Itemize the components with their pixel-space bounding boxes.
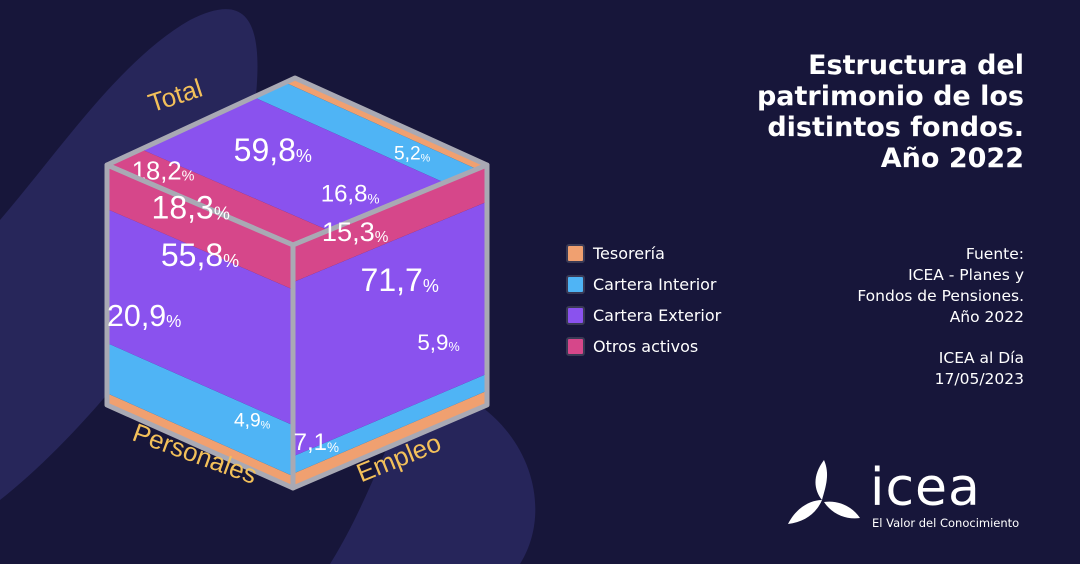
logo-wordmark: icea [870, 458, 981, 518]
icea-logo-icon [788, 460, 860, 524]
segment-otros-activos [293, 165, 487, 283]
legend-swatch [566, 337, 585, 356]
legend-item-cartera-interior: Cartera Interior [566, 269, 721, 300]
legend-label: Cartera Interior [593, 275, 717, 294]
legend-label: Cartera Exterior [593, 306, 722, 325]
legend-label: Tesorería [593, 244, 665, 263]
segment-cartera-interior [293, 373, 487, 474]
chart-title: Estructura del patrimonio de los distint… [684, 50, 1024, 174]
segment-tesorería [293, 390, 487, 488]
source-note: Fuente: ICEA - Planes y Fondos de Pensio… [724, 244, 1024, 390]
segment-cartera-exterior [293, 201, 487, 457]
legend-swatch [566, 275, 585, 294]
legend-swatch [566, 306, 585, 325]
segment-cartera-exterior [107, 209, 293, 426]
title-line: patrimonio de los [756, 81, 1024, 112]
source-line: Fuente: [965, 245, 1024, 263]
face-empleo: 5,9% 7,1% 71,7% 15,3% [290, 162, 490, 491]
cube-chart: 5,2%16,8%59,8%18,2%4,9%20,9%55,8%18,3%5,… [0, 9, 536, 564]
legend: Tesorería Cartera Interior Cartera Exter… [566, 238, 721, 362]
segment-cartera-interior [107, 343, 293, 477]
legend-swatch [566, 244, 585, 263]
title-line: distintos fondos. [767, 112, 1024, 143]
title-line: Año 2022 [880, 143, 1024, 174]
source-line: Fondos de Pensiones. [857, 287, 1024, 305]
face-empleo-edge [290, 162, 490, 491]
logo-tagline: El Valor del Conocimiento [872, 516, 1020, 530]
segment-tesorería [285, 78, 487, 170]
data-label: 55,8% [161, 238, 239, 274]
icea-logo: icea El Valor del Conocimiento [784, 456, 1034, 536]
face-personales: 4,9% 20,9% 55,8% 18,3% [104, 162, 296, 491]
data-label: 4,9% [234, 410, 271, 431]
data-label: 20,9% [107, 299, 181, 333]
legend-item-cartera-exterior: Cartera Exterior [566, 300, 721, 331]
legend-label: Otros activos [593, 337, 699, 356]
source-line: Año 2022 [949, 308, 1024, 326]
data-label: 16,8% [321, 181, 380, 208]
legend-item-tesoreria: Tesorería [566, 238, 721, 269]
segment-cartera-exterior [141, 97, 445, 231]
data-label: 5,9% [417, 330, 459, 355]
publication-line: 17/05/2023 [934, 370, 1024, 388]
segment-otros-activos [107, 149, 329, 245]
title-line: Estructura del [808, 50, 1024, 81]
face-total: 5,2%16,8%59,8%18,2% [104, 75, 490, 248]
segment-otros-activos [107, 165, 293, 290]
data-label: 7,1% [294, 429, 339, 456]
segment-cartera-interior [253, 82, 477, 183]
legend-item-otros-activos: Otros activos [566, 331, 721, 362]
data-label: 18,3% [152, 190, 230, 226]
data-label: 15,3% [322, 216, 389, 247]
segment-tesorería [107, 393, 293, 488]
data-label: 71,7% [361, 263, 439, 299]
publication-line: ICEA al Día [938, 349, 1024, 367]
source-line: ICEA - Planes y [908, 266, 1024, 284]
data-label: 59,8% [234, 133, 312, 169]
background-swoosh-2 [330, 380, 536, 564]
data-label: 5,2% [394, 144, 431, 165]
